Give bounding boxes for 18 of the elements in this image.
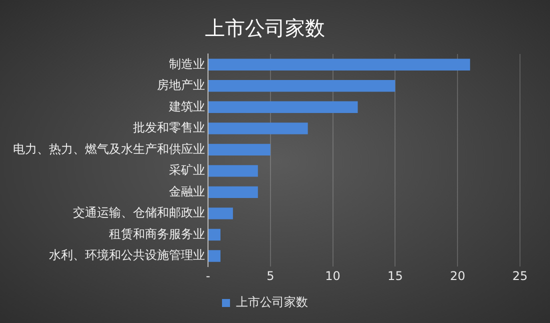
y-tick-label: 建筑业 [168, 99, 205, 114]
x-tick-label: - [206, 268, 210, 283]
y-tick-label: 水利、环境和公共设施管理业 [49, 248, 205, 262]
y-tick-label: 房地产业 [157, 78, 205, 92]
x-tick-label: 5 [266, 268, 274, 283]
chart-title: 上市公司家数 [205, 16, 325, 40]
y-tick-label: 金融业 [169, 184, 205, 198]
x-tick-label: 10 [325, 268, 340, 283]
y-tick-label: 采矿业 [169, 163, 205, 178]
y-tick-label: 制造业 [169, 56, 205, 71]
y-tick-label: 租赁和商务服务业 [109, 226, 205, 241]
y-tick-label: 电力、热力、燃气及水生产和供应业 [13, 142, 205, 156]
y-tick-label: 交通运输、仓储和邮政业 [73, 206, 205, 220]
x-tick-label: 25 [512, 268, 528, 283]
x-tick-label: 15 [388, 268, 403, 283]
y-tick-label: 批发和零售业 [133, 120, 205, 135]
x-tick-label: 20 [450, 268, 466, 283]
legend-label: 上市公司家数 [236, 295, 308, 310]
